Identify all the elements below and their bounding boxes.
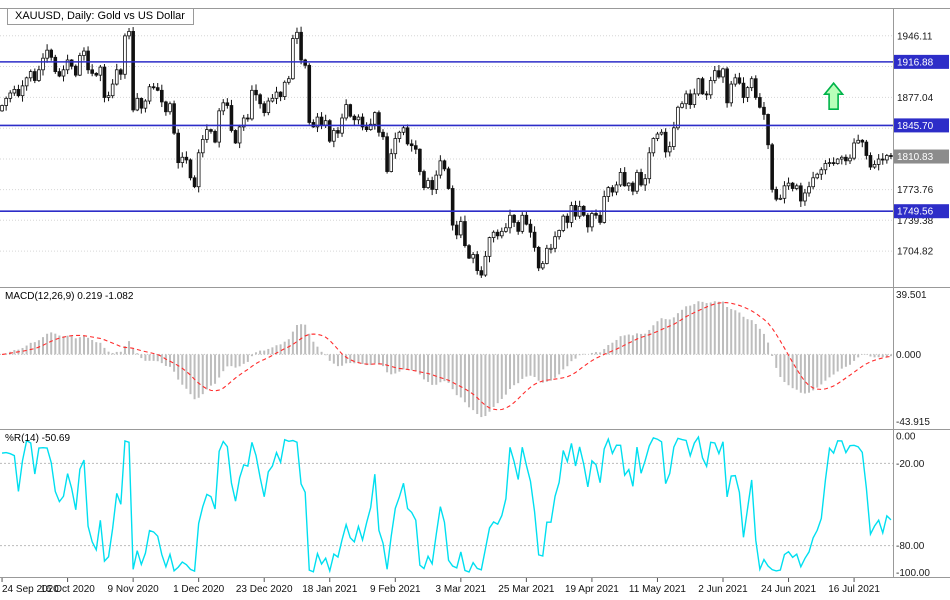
svg-text:16 Jul 2021: 16 Jul 2021 [828, 584, 880, 595]
chart-title: XAUUSD, Daily: Gold vs US Dollar [7, 8, 194, 25]
svg-text:1749.56: 1749.56 [897, 207, 934, 218]
price-axis: 1946.11 1877.04 1773.76 1739.38 1704.82 1916.… [894, 31, 949, 258]
candlestick-series[interactable] [0, 26, 893, 278]
svg-text:24 Jun 2021: 24 Jun 2021 [761, 584, 816, 595]
macd-axis: 39.501 0.000 -43.915 [896, 290, 930, 428]
svg-text:1916.88: 1916.88 [897, 57, 934, 68]
svg-text:18 Jan 2021: 18 Jan 2021 [302, 584, 357, 595]
svg-text:1810.83: 1810.83 [897, 152, 934, 163]
svg-text:24 Sep 2020: 24 Sep 2020 [2, 584, 59, 595]
svg-text:-80.00: -80.00 [896, 541, 925, 552]
macd-label: MACD(12,26,9) 0.219 -1.082 [5, 291, 134, 302]
svg-text:19 Apr 2021: 19 Apr 2021 [565, 584, 619, 595]
svg-text:-43.915: -43.915 [896, 417, 930, 428]
svg-text:9 Nov 2020: 9 Nov 2020 [108, 584, 160, 595]
svg-text:-20.00: -20.00 [896, 459, 925, 470]
svg-text:1946.11: 1946.11 [897, 31, 933, 42]
svg-text:1704.82: 1704.82 [897, 247, 934, 258]
svg-text:3 Mar 2021: 3 Mar 2021 [436, 584, 487, 595]
svg-text:2 Jun 2021: 2 Jun 2021 [698, 584, 748, 595]
svg-text:25 Mar 2021: 25 Mar 2021 [498, 584, 555, 595]
svg-text:0.000: 0.000 [896, 350, 921, 361]
wpr-panel[interactable] [0, 435, 893, 574]
svg-text:9 Feb 2021: 9 Feb 2021 [370, 584, 421, 595]
svg-text:11 May 2021: 11 May 2021 [629, 584, 687, 595]
svg-text:23 Dec 2020: 23 Dec 2020 [236, 584, 293, 595]
svg-text:16 Oct 2020: 16 Oct 2020 [40, 584, 95, 595]
svg-text:1773.76: 1773.76 [897, 185, 934, 196]
svg-text:1 Dec 2020: 1 Dec 2020 [173, 584, 225, 595]
panel-borders [0, 8, 950, 578]
wpr-axis: 0.00 -20.00 -80.00 -100.00 [896, 432, 930, 580]
svg-text:39.501: 39.501 [896, 290, 927, 301]
up-arrow-annotation[interactable] [822, 81, 845, 110]
macd-panel[interactable] [0, 301, 893, 418]
svg-text:1877.04: 1877.04 [897, 93, 934, 104]
svg-text:1845.70: 1845.70 [897, 121, 934, 132]
svg-text:1739.38: 1739.38 [897, 216, 934, 227]
horizontal-level-lines[interactable] [0, 61, 893, 213]
svg-text:0.00: 0.00 [896, 432, 916, 443]
wpr-label: %R(14) -50.69 [5, 433, 71, 444]
svg-text:-100.00: -100.00 [896, 568, 930, 579]
